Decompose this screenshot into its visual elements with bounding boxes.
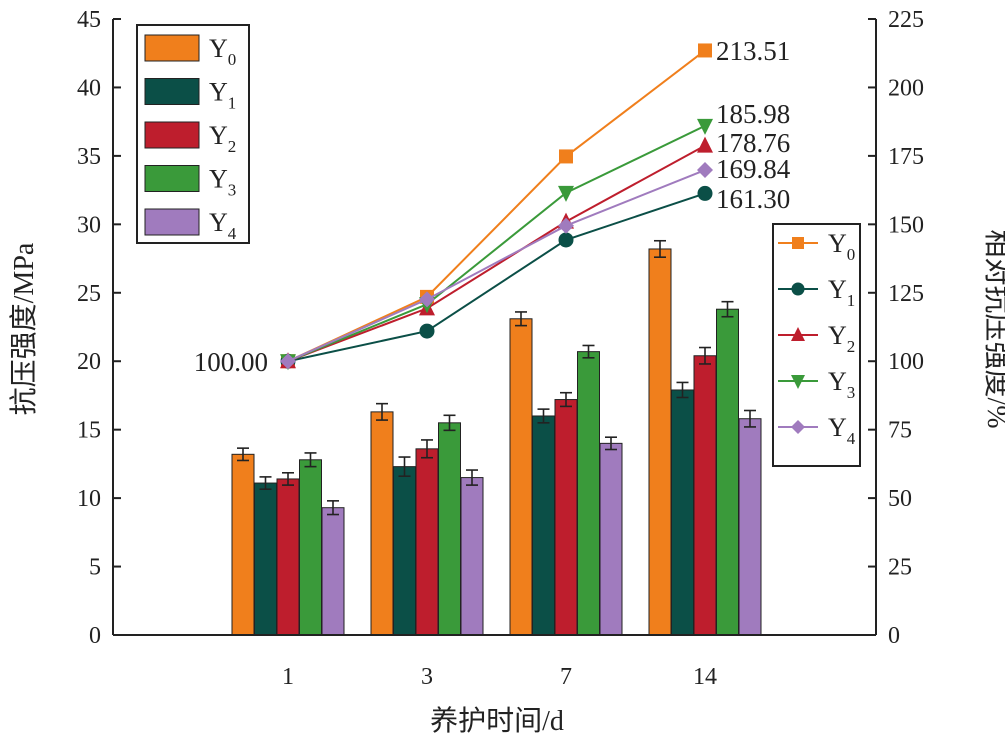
line-marker <box>791 327 805 341</box>
bar <box>509 318 533 636</box>
legend-label: Y3 <box>828 367 855 402</box>
legend-swatch <box>144 34 200 62</box>
y-tick-label: 30 <box>77 212 101 238</box>
series-line <box>287 169 706 363</box>
data-label: 178.76 <box>716 128 790 158</box>
series-line <box>287 124 706 363</box>
bar <box>299 459 322 636</box>
x-axis-title: 养护时间/d <box>430 705 564 737</box>
legend-swatch <box>144 78 200 105</box>
legend-label: Y4 <box>209 208 237 243</box>
bar <box>738 418 762 636</box>
line-marker <box>791 282 805 296</box>
line-marker <box>419 291 435 308</box>
line-legend-box <box>772 223 861 467</box>
y-tick-label: 5 <box>89 555 101 581</box>
legend-label: Y2 <box>828 321 855 356</box>
legend-swatch <box>144 165 200 192</box>
legend-label: Y4 <box>828 413 856 448</box>
data-label: 185.98 <box>716 99 790 129</box>
y-tick-label: 15 <box>77 418 101 444</box>
y2-tick-label: 125 <box>888 281 924 307</box>
bar <box>554 399 578 636</box>
legend-swatch <box>144 121 200 149</box>
line-marker <box>280 353 296 370</box>
line-marker <box>697 185 713 201</box>
line-marker <box>792 237 804 249</box>
line-marker <box>559 149 573 164</box>
x-tick-label: 1 <box>282 664 294 690</box>
x-tick-label: 14 <box>693 664 717 690</box>
y-axis-title: 抗压强度/MPa <box>8 242 40 415</box>
y2-tick-label: 75 <box>888 418 912 444</box>
series-line <box>287 49 706 363</box>
y2-tick-label: 200 <box>888 75 924 101</box>
line-marker <box>558 185 574 202</box>
bar <box>393 466 416 636</box>
bar <box>648 248 672 636</box>
y-tick-label: 45 <box>77 7 101 33</box>
y-tick-label: 35 <box>77 144 101 170</box>
legend-label: Y3 <box>209 165 236 200</box>
line-marker <box>558 232 574 248</box>
line-marker <box>698 43 712 58</box>
line-marker <box>791 375 805 389</box>
line-marker <box>697 118 713 135</box>
data-label: 213.51 <box>716 36 790 66</box>
y-tick-label: 0 <box>89 623 101 649</box>
bar <box>460 477 484 636</box>
bar <box>321 507 345 636</box>
y2-tick-label: 50 <box>888 486 912 512</box>
legend-label: Y0 <box>209 34 236 69</box>
y2-axis-title: 相对抗压强度/% <box>981 229 1005 428</box>
line-marker <box>697 162 713 179</box>
line-marker <box>697 136 713 153</box>
legend-label: Y2 <box>209 121 236 156</box>
line-legend: Y0 Y1 Y2 Y3 Y4 <box>772 223 861 467</box>
bar-legend: Y0 Y1 Y2 Y3 Y4 <box>136 24 250 244</box>
y-tick-label: 20 <box>77 349 101 375</box>
bar <box>532 415 555 636</box>
y2-tick-label: 225 <box>888 7 924 33</box>
line-marker <box>791 420 805 434</box>
bar <box>415 448 439 636</box>
bar <box>438 422 461 636</box>
data-label: 169.84 <box>716 154 791 184</box>
y2-tick-label: 0 <box>888 623 900 649</box>
bar <box>276 478 300 636</box>
line-marker <box>558 217 574 234</box>
legend-swatch <box>144 208 200 236</box>
x-tick-label: 7 <box>560 664 572 690</box>
legend-label: Y0 <box>828 229 855 264</box>
bar <box>231 453 255 636</box>
series-line <box>287 192 706 363</box>
bar <box>716 308 739 636</box>
line-marker <box>419 323 435 339</box>
data-label: 161.30 <box>716 184 790 214</box>
bar <box>693 355 717 636</box>
series-line <box>287 144 706 363</box>
y2-tick-label: 100 <box>888 349 924 375</box>
y-tick-label: 10 <box>77 486 101 512</box>
bar <box>370 411 394 636</box>
y2-tick-label: 25 <box>888 555 912 581</box>
y-tick-label: 25 <box>77 281 101 307</box>
y-tick-label: 40 <box>77 75 101 101</box>
y2-tick-label: 175 <box>888 144 924 170</box>
y2-tick-label: 150 <box>888 212 924 238</box>
legend-label: Y1 <box>209 78 236 113</box>
bar <box>671 389 694 636</box>
data-label: 100.00 <box>194 347 268 377</box>
legend-label: Y1 <box>828 275 855 310</box>
bar <box>254 482 277 636</box>
bar <box>599 442 623 636</box>
bar <box>577 351 600 636</box>
x-tick-label: 3 <box>421 664 433 690</box>
